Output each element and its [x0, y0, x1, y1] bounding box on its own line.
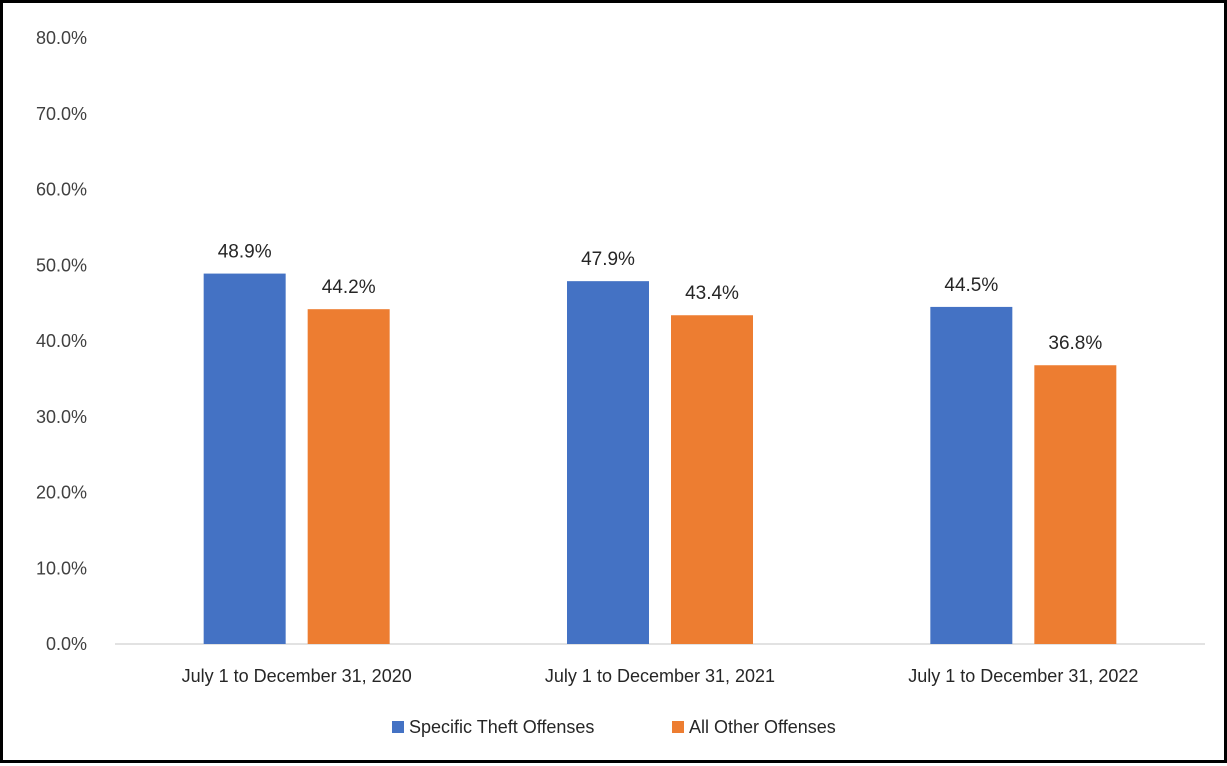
legend-item-all-other: All Other Offenses	[672, 717, 836, 737]
legend-swatch	[672, 721, 684, 733]
legend-swatch	[392, 721, 404, 733]
data-label: 44.5%	[944, 275, 998, 296]
y-tick-label: 10.0%	[36, 558, 87, 578]
bar-specific-theft-3	[930, 306, 1013, 644]
data-label: 43.4%	[685, 283, 739, 304]
data-labels: 48.9% 44.2% 47.9% 43.4% 44.5% 36.8%	[218, 242, 1103, 355]
bar-specific-theft-1	[203, 273, 286, 644]
legend-item-specific-theft: Specific Theft Offenses	[392, 717, 594, 737]
y-tick-label: 60.0%	[36, 180, 87, 200]
bars	[203, 273, 1117, 644]
x-tick-label: July 1 to December 31, 2020	[182, 666, 412, 686]
legend: Specific Theft Offenses All Other Offense…	[392, 717, 836, 737]
legend-label: Specific Theft Offenses	[409, 717, 594, 737]
bar-chart: 0.0% 10.0% 20.0% 30.0% 40.0% 50.0% 60.0% 70.0% 8…	[36, 28, 1205, 737]
y-tick-label: 70.0%	[36, 104, 87, 124]
y-tick-label: 0.0%	[46, 634, 87, 654]
y-tick-label: 80.0%	[36, 28, 87, 48]
y-tick-label: 40.0%	[36, 331, 87, 351]
x-tick-label: July 1 to December 31, 2022	[908, 666, 1138, 686]
data-label: 47.9%	[581, 249, 635, 270]
y-tick-label: 50.0%	[36, 255, 87, 275]
y-axis-ticks: 0.0% 10.0% 20.0% 30.0% 40.0% 50.0% 60.0% 70.0% 8…	[36, 28, 87, 654]
category-labels: July 1 to December 31, 2020 July 1 to Dec…	[182, 666, 1139, 686]
data-label: 44.2%	[322, 277, 376, 298]
y-tick-label: 20.0%	[36, 483, 87, 503]
bar-specific-theft-2	[567, 281, 649, 644]
bar-all-other-2	[671, 315, 753, 644]
x-tick-label: July 1 to December 31, 2021	[545, 666, 775, 686]
bar-all-other-1	[307, 309, 390, 644]
legend-label: All Other Offenses	[689, 717, 836, 737]
data-label: 36.8%	[1048, 333, 1102, 354]
data-label: 48.9%	[218, 242, 272, 263]
bar-all-other-3	[1034, 365, 1117, 644]
y-tick-label: 30.0%	[36, 407, 87, 427]
